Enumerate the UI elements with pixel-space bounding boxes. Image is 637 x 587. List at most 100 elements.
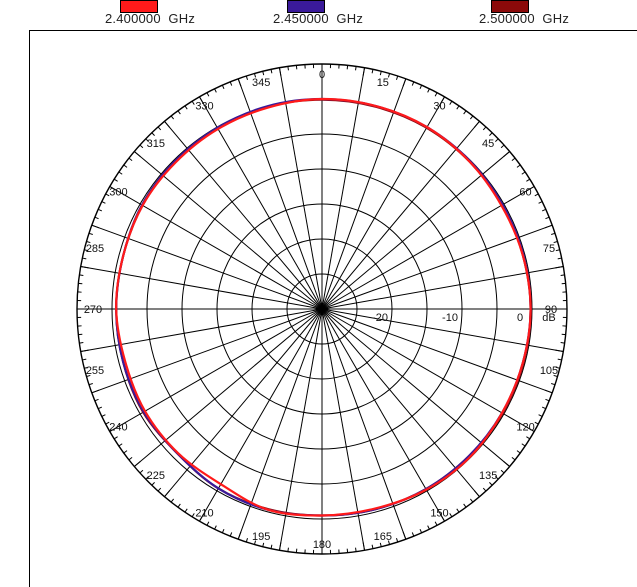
polar-rim-tick	[97, 208, 103, 212]
polar-rim-tick	[545, 216, 550, 220]
polar-rim-tick	[544, 224, 553, 229]
series-line-0	[115, 97, 532, 517]
polar-rim-tick	[434, 92, 438, 97]
polar-rim-tick	[199, 96, 204, 105]
polar-spoke	[321, 120, 480, 310]
radial-tick-label: 0	[517, 312, 523, 324]
polar-rim-tick	[371, 69, 374, 74]
polar-rim-tick	[262, 71, 265, 76]
polar-spoke	[321, 265, 564, 310]
polar-rim-tick	[139, 469, 144, 474]
polar-rim-tick	[91, 224, 100, 229]
polar-rim-tick	[128, 456, 133, 461]
polar-rim-tick	[526, 436, 531, 440]
polar-rim-tick	[489, 482, 493, 486]
polar-rim-tick	[109, 427, 118, 432]
polar-rim-tick	[237, 531, 242, 540]
polar-rim-tick	[199, 513, 204, 522]
polar-rim-tick	[245, 538, 249, 543]
polar-rim-tick	[214, 88, 217, 93]
polar-spoke	[109, 186, 323, 310]
polar-rim-tick	[253, 73, 257, 78]
polar-rim-tick	[557, 358, 562, 361]
angle-tick-label: 330	[195, 100, 213, 112]
polar-rim-tick	[170, 115, 175, 120]
polar-spoke	[321, 151, 511, 310]
polar-rim-tick	[503, 460, 511, 467]
chart-legend: 2.400000 GHz 2.450000 GHz 2.500000 GHz	[0, 0, 637, 30]
polar-rim-tick	[526, 427, 535, 432]
polar-rim-tick	[427, 525, 430, 530]
legend-label-2450mhz: 2.450000 GHz	[272, 11, 364, 26]
polar-rim-tick	[503, 151, 511, 158]
polar-spoke	[321, 96, 445, 310]
polar-spoke	[321, 78, 407, 310]
polar-spoke	[321, 308, 366, 551]
polar-rim-tick	[191, 100, 195, 105]
polar-rim-tick	[128, 157, 133, 162]
polar-rim-tick	[482, 126, 487, 131]
polar-rim-tick	[164, 120, 171, 128]
polar-rim-tick	[545, 398, 550, 402]
polar-rim-tick	[555, 366, 560, 369]
polar-spoke	[321, 308, 445, 522]
polar-rim-tick	[500, 469, 505, 474]
polar-rim-tick	[229, 532, 233, 537]
polar-rim-tick	[538, 201, 543, 204]
polar-rim-tick	[151, 482, 155, 486]
polar-spoke	[278, 67, 323, 310]
polar-rim-tick	[463, 503, 467, 508]
polar-rim-tick	[379, 71, 382, 76]
polar-rim-tick	[287, 547, 289, 552]
polar-rim-tick	[170, 498, 175, 503]
polar-rim-tick	[84, 249, 89, 252]
polar-spoke	[199, 308, 323, 522]
polar-rim-tick	[534, 421, 539, 425]
polar-spoke	[237, 78, 323, 310]
polar-rim-tick	[157, 126, 162, 131]
polar-rim-tick	[253, 540, 257, 545]
polar-rim-tick	[206, 521, 210, 526]
polar-rim-tick	[555, 249, 560, 252]
legend-label-2400mhz: 2.400000 GHz	[104, 11, 196, 26]
polar-rim-tick	[86, 240, 91, 244]
polar-rim-tick	[538, 414, 543, 417]
polar-rim-tick	[516, 450, 521, 454]
polar-rim-tick	[379, 542, 382, 547]
polar-spoke	[164, 120, 323, 310]
angle-tick-label: 15	[377, 77, 389, 89]
polar-rim-tick	[440, 513, 445, 522]
angle-tick-label: 345	[252, 77, 270, 89]
polar-rim-tick	[270, 544, 273, 549]
polar-rim-tick	[157, 487, 162, 492]
angle-tick-label: 210	[195, 508, 213, 520]
polar-rim-tick	[177, 110, 181, 115]
polar-rim-tick	[521, 443, 526, 447]
polar-rim-tick	[495, 476, 499, 480]
polar-spoke	[321, 186, 535, 310]
polar-rim-tick	[118, 443, 123, 447]
polar-rim-tick	[362, 67, 366, 76]
polar-rim-tick	[553, 240, 558, 244]
polar-rim-tick	[262, 542, 265, 547]
polar-rim-tick	[544, 389, 553, 394]
angle-tick-label: 240	[109, 422, 127, 434]
legend-swatch-2450mhz	[287, 0, 325, 13]
polar-rim-tick	[411, 532, 415, 537]
polar-rim-tick	[526, 186, 535, 191]
polar-rim-tick	[371, 544, 374, 549]
polar-rim-tick	[109, 186, 118, 191]
polar-rim-tick	[133, 151, 141, 158]
polar-rim-tick	[164, 490, 171, 498]
angle-tick-label: 135	[479, 470, 497, 482]
polar-rim-tick	[82, 257, 87, 260]
radial-tick-label: -20	[372, 312, 388, 324]
polar-spoke	[133, 151, 323, 310]
polar-spoke	[278, 308, 323, 551]
legend-item-2450mhz: 2.450000 GHz	[228, 0, 408, 30]
polar-rim-tick	[139, 144, 144, 149]
polar-rim-tick	[489, 132, 493, 136]
angle-tick-label: 225	[147, 470, 165, 482]
polar-rim-tick	[516, 164, 521, 168]
